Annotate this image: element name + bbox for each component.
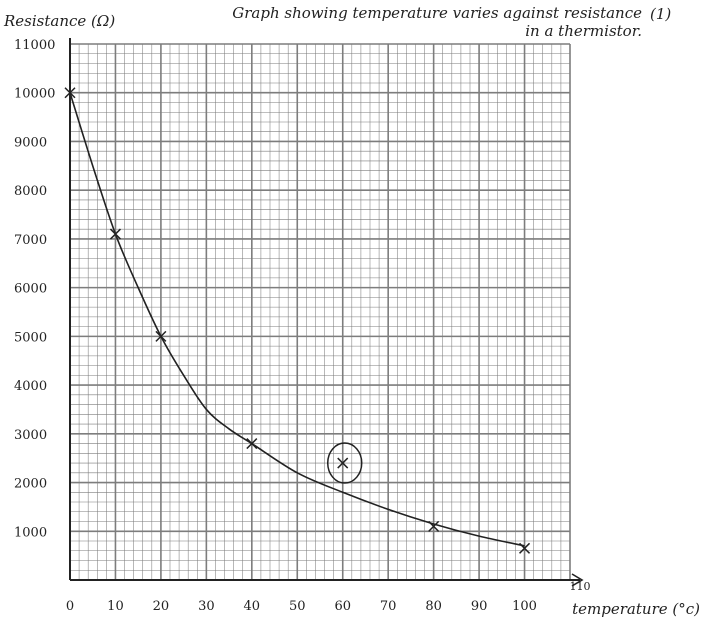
data-points <box>64 87 531 554</box>
cross-stroke <box>64 87 76 99</box>
x-tick-label: 70 <box>380 599 397 614</box>
y-tick-label: 6000 <box>14 282 47 297</box>
data-point <box>109 228 121 240</box>
y-tick-label: 2000 <box>14 477 47 492</box>
y-tick-label: 3000 <box>14 428 47 443</box>
x-tick-label: 30 <box>198 599 215 614</box>
axes <box>69 38 584 587</box>
x-tick-label: 10 <box>107 599 124 614</box>
fitted-curve <box>69 92 525 547</box>
data-point <box>428 520 440 532</box>
outlier-circle <box>326 442 363 484</box>
grid <box>69 43 571 581</box>
y-tick-label: 7000 <box>14 233 47 248</box>
x-tick-label: 80 <box>425 599 442 614</box>
cross-stroke <box>428 520 440 532</box>
y-tick-label: 1000 <box>14 525 47 540</box>
cross-stroke <box>246 438 258 450</box>
x-tick-label: 40 <box>244 599 261 614</box>
y-tick-label: 9000 <box>14 135 47 150</box>
x-axis-arrow <box>571 573 584 587</box>
cross-stroke <box>109 228 121 240</box>
x-tick-label: 50 <box>289 599 306 614</box>
x-axis-label: temperature (°c) <box>572 600 700 618</box>
tick-labels: 0 10 20 30 40 50 60 70 80 90 100 110 1000 2000 3000 400… <box>14 38 591 614</box>
x-tick-label: 100 <box>512 599 537 614</box>
x-tick-label: 90 <box>471 599 488 614</box>
data-point <box>64 87 76 99</box>
x-tick-label: 60 <box>334 599 351 614</box>
y-tick-label: 11000 <box>14 38 55 53</box>
chart-title: Graph showing temperature varies against… <box>232 4 642 40</box>
x-tick-label: 20 <box>153 599 170 614</box>
curve-line <box>69 92 525 547</box>
cross-stroke <box>337 457 349 469</box>
x-tick-label: 110 <box>570 580 591 593</box>
y-tick-label: 10000 <box>14 87 55 102</box>
y-tick-label: 8000 <box>14 184 47 199</box>
data-point <box>326 442 363 484</box>
y-tick-label: 4000 <box>14 379 47 394</box>
data-point <box>519 542 531 554</box>
y-tick-label: 5000 <box>14 330 47 345</box>
chart-title-note: (1) <box>650 5 672 23</box>
data-point <box>155 330 167 342</box>
y-axis-label: Resistance (Ω) <box>3 12 115 30</box>
x-tick-label: 0 <box>66 599 74 614</box>
cross-stroke <box>519 542 531 554</box>
data-point <box>246 438 258 450</box>
cross-stroke <box>155 330 167 342</box>
